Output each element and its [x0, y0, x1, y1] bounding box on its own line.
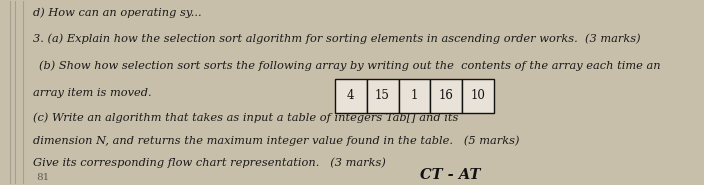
Text: (c) Write an algorithm that takes as input a table of integers Tab[] and its: (c) Write an algorithm that takes as inp… [33, 112, 458, 123]
Bar [398, 79, 430, 113]
Text: CT - AT: CT - AT [420, 169, 481, 182]
Bar [334, 79, 367, 113]
Text: 81: 81 [36, 174, 49, 182]
Text: 10: 10 [471, 89, 486, 102]
Text: array item is moved.: array item is moved. [33, 88, 152, 98]
Bar [430, 79, 463, 113]
Bar [367, 79, 398, 113]
Text: d) How can an operating sy...: d) How can an operating sy... [33, 7, 202, 18]
Text: 4: 4 [347, 89, 354, 102]
Bar [463, 79, 494, 113]
Text: Give its corresponding flow chart representation.   (3 marks): Give its corresponding flow chart repres… [33, 158, 386, 169]
Text: 16: 16 [439, 89, 454, 102]
Text: 3. (a) Explain how the selection sort algorithm for sorting elements in ascendin: 3. (a) Explain how the selection sort al… [33, 33, 641, 44]
Text: (b) Show how selection sort sorts the following array by writing out the  conten: (b) Show how selection sort sorts the fo… [39, 61, 661, 71]
Text: 15: 15 [375, 89, 390, 102]
Text: 1: 1 [411, 89, 418, 102]
Text: dimension N, and returns the maximum integer value found in the table.   (5 mark: dimension N, and returns the maximum int… [33, 136, 520, 147]
